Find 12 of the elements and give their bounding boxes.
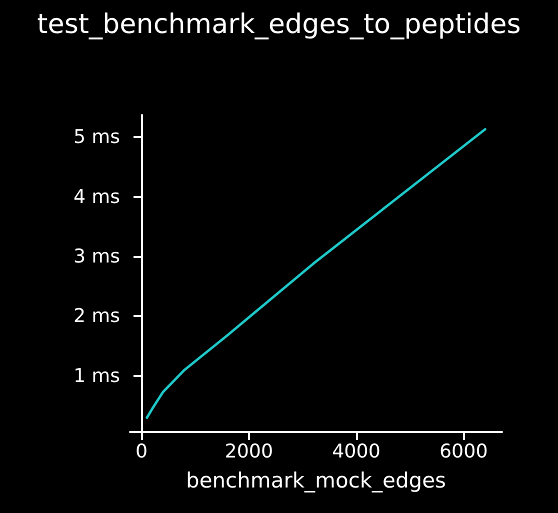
y-tick-label: 3 ms: [73, 245, 120, 268]
y-tick-label: 1 ms: [73, 364, 120, 387]
x-tick-label: 2000: [224, 440, 274, 462]
x-tick-label: 0: [135, 440, 148, 462]
y-tick-label: 5 ms: [73, 126, 120, 148]
chart-title: test_benchmark_edges_to_peptides: [37, 9, 521, 40]
y-tick-label: 4 ms: [73, 186, 120, 208]
x-axis-title: benchmark_mock_edges: [186, 468, 446, 492]
y-tick-label: 2 ms: [73, 305, 120, 328]
line-series: [146, 128, 486, 419]
x-tick-label: 4000: [332, 440, 380, 462]
x-tick-label: 6000: [439, 440, 488, 462]
